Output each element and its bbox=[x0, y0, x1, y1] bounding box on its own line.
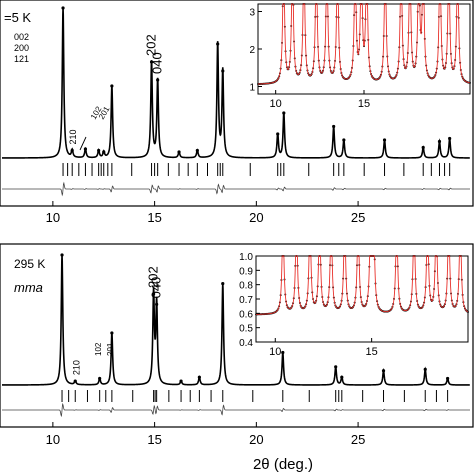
inset-x-tick-label: 10 bbox=[270, 98, 282, 110]
top-arrow bbox=[79, 136, 87, 151]
observed-point bbox=[221, 282, 225, 286]
inset-y-tick-label: 0.5 bbox=[239, 324, 253, 335]
bottom-space-group-label: mma bbox=[14, 280, 43, 295]
observed-point bbox=[110, 84, 114, 88]
observed-point bbox=[448, 136, 452, 141]
top-stacked-label-2: 200 bbox=[14, 43, 29, 53]
observed-point bbox=[281, 350, 285, 355]
observed-point bbox=[382, 138, 387, 142]
observed-point bbox=[70, 148, 74, 153]
bottom-frame bbox=[0, 243, 474, 428]
observed-point bbox=[156, 78, 160, 82]
observed-point bbox=[342, 138, 346, 142]
inset-x-tick-label: 15 bbox=[358, 98, 370, 110]
observed-point bbox=[149, 60, 154, 64]
observed-point bbox=[151, 292, 156, 296]
observed-point bbox=[83, 147, 88, 151]
observed-point bbox=[155, 302, 159, 306]
observed-point bbox=[110, 331, 114, 335]
top-frame bbox=[0, 0, 474, 207]
observed-point bbox=[446, 376, 450, 381]
bottom-inset: 10 15 0.4 0.5 0.6 0.7 0.8 0.9 1.0 bbox=[239, 252, 469, 358]
x-axis-label: 2θ (deg.) bbox=[253, 456, 313, 473]
inset-y-tick-label: 0.6 bbox=[239, 309, 253, 320]
bottom-side-label-1: 102 bbox=[94, 342, 103, 356]
x-tick-label: 10 bbox=[46, 432, 60, 447]
observed-point bbox=[177, 150, 181, 154]
observed-point bbox=[221, 69, 225, 73]
observed-point bbox=[437, 139, 442, 144]
difference-curve bbox=[2, 402, 470, 418]
observed-point bbox=[97, 148, 101, 153]
observed-point bbox=[276, 132, 280, 136]
peak-label: 040 bbox=[149, 277, 164, 299]
observed-point bbox=[282, 111, 286, 115]
calculated-profile bbox=[2, 7, 470, 159]
x-tick-label: 15 bbox=[147, 432, 161, 447]
observed-point bbox=[60, 253, 64, 257]
inset-y-tick-label: 0.9 bbox=[239, 266, 253, 277]
x-tick-label: 25 bbox=[351, 210, 365, 225]
peak-label: 210 bbox=[71, 360, 81, 375]
top-stacked-label-3: 121 bbox=[14, 54, 29, 64]
x-tick-label: 20 bbox=[249, 210, 263, 225]
x-tick-label: 10 bbox=[46, 210, 60, 225]
difference-curve bbox=[2, 181, 470, 197]
peak-label: 202 bbox=[146, 266, 161, 288]
peak-label: 210 bbox=[68, 129, 78, 144]
bottom-temperature-label: 295 K bbox=[14, 257, 45, 271]
top-temperature-label: =5 K bbox=[4, 10, 31, 25]
peak-label: 040 bbox=[150, 52, 165, 74]
inset-y-tick-label: 1 bbox=[249, 83, 255, 94]
top-arrow-label-2: 201 bbox=[97, 104, 112, 121]
observed-point bbox=[216, 42, 220, 46]
observed-point bbox=[332, 124, 336, 129]
inset-y-tick-label: 1.0 bbox=[239, 252, 253, 263]
observed-point bbox=[98, 376, 102, 381]
inset-frame bbox=[255, 255, 469, 343]
observed-point bbox=[179, 379, 183, 383]
observed-point bbox=[421, 145, 425, 150]
observed-point bbox=[73, 379, 77, 383]
inset-y-tick-label: 3 bbox=[249, 8, 255, 19]
inset-x-tick-label: 10 bbox=[269, 346, 281, 358]
observed-point bbox=[61, 6, 65, 10]
inset-calc-curve bbox=[258, 3, 470, 85]
inset-calc-curve bbox=[255, 255, 469, 315]
x-tick-label: 15 bbox=[147, 210, 161, 225]
observed-point bbox=[102, 150, 106, 154]
top-inset: 10 15 1 2 3 bbox=[249, 3, 471, 110]
x-tick-label: 20 bbox=[249, 432, 263, 447]
inset-x-tick-label: 15 bbox=[366, 346, 378, 358]
observed-point bbox=[195, 148, 199, 153]
inset-y-tick-label: 0.4 bbox=[239, 338, 253, 349]
observed-point bbox=[197, 375, 201, 379]
observed-point bbox=[381, 369, 386, 373]
inset-y-tick-label: 0.8 bbox=[239, 281, 253, 292]
top-stacked-label-1: 002 bbox=[14, 32, 29, 42]
top-x-ticks: 10 15 20 25 bbox=[46, 201, 365, 225]
peak-label: 202 bbox=[144, 34, 159, 56]
calculated-profile bbox=[2, 254, 470, 386]
x-tick-label: 25 bbox=[351, 432, 365, 447]
bottom-side-label-2: 201 bbox=[106, 342, 115, 356]
observed-point bbox=[340, 375, 344, 379]
inset-y-tick-label: 2 bbox=[249, 45, 255, 56]
observed-point bbox=[423, 367, 427, 371]
inset-y-tick-label: 0.7 bbox=[239, 295, 253, 306]
bottom-x-ticks: 10 15 20 25 bbox=[46, 422, 365, 447]
observed-point bbox=[334, 365, 338, 369]
